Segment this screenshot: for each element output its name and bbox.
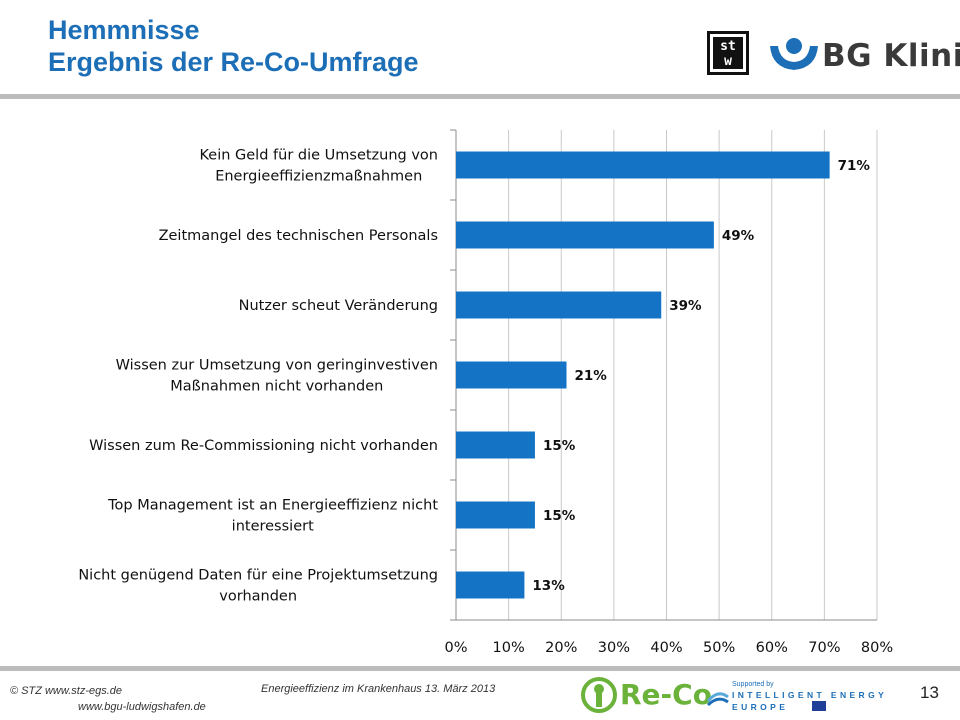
category-label: Wissen zur Umsetzung von geringinvestive… [116,358,438,374]
footer-urls: © STZ www.stz-egs.de www.bgu-ludwigshafe… [10,683,206,715]
bar-chart: 0% 10% 20% 30% 40% 50% 60% 70% 80% 71% Kein Geld f… [78,129,893,656]
header-divider [0,94,960,99]
x-tick-label: 70% [808,640,840,656]
title-line-2: Ergebnis der Re-Co-Umfrage [48,47,419,77]
category-label: Nicht genügend Daten für eine Projektums… [78,568,438,584]
reco-emblem-icon [581,677,617,713]
footer-divider [0,666,960,671]
x-tick-label: 10% [493,640,525,656]
category-label: Kein Geld für die Umsetzung von [199,148,438,164]
bar [456,361,567,389]
x-tick-label: 0% [444,640,467,656]
iee-line-1: INTELLIGENT ENERGY [732,690,888,700]
eu-flag-icon [812,701,826,711]
x-tick-label: 80% [861,640,893,656]
stw-logo: st w [707,31,749,75]
bg-klinik-logo: BG Klinik [768,34,960,74]
page-number: 13 [920,683,939,702]
data-label: 39% [669,298,702,314]
reco-logo: Re-Co [580,676,712,716]
bar [456,501,535,529]
x-tick-label: 40% [650,640,682,656]
category-label: Top Management ist an Energieeffizienz n… [107,498,438,514]
iee-supported-by: Supported by [732,681,774,688]
data-label: 21% [575,368,608,384]
footer-event: Energieeffizienz im Krankenhaus 13. März… [261,683,496,695]
footer-url-bgu: www.bgu-ludwigshafen.de [78,701,206,713]
chart-area: 0% 10% 20% 30% 40% 50% 60% 70% 80% 71% Kein Geld f… [0,110,960,670]
data-label: 49% [722,228,755,244]
iee-swirl-icon [706,692,729,707]
category-label: Maßnahmen nicht vorhanden [170,379,383,395]
data-label: 15% [543,438,576,454]
data-label: 71% [838,158,871,174]
bar [456,151,830,179]
category-label: interessiert [232,519,314,535]
category-label: Zeitmangel des technischen Personals [159,228,438,244]
x-tick-label: 30% [598,640,630,656]
intelligent-energy-europe-logo: Supported by INTELLIGENT ENERGY EUROPE [706,681,906,713]
iee-line-2: EUROPE [732,702,789,712]
category-label: vorhanden [219,589,297,605]
category-label: Nutzer scheut Veränderung [239,298,438,314]
category-label: Energieeffizienzmaßnahmen [215,169,422,185]
bar [456,221,714,249]
x-tick-label: 20% [545,640,577,656]
bar [456,571,525,599]
data-label: 15% [543,508,576,524]
data-label: 13% [532,578,565,594]
category-label: Wissen zum Re-Commissioning nicht vorhan… [89,438,438,454]
bg-klinik-emblem-icon [770,38,818,70]
stw-logo-text: st w [713,37,743,69]
slide-title: Hemmnisse Ergebnis der Re-Co-Umfrage [48,14,419,78]
x-tick-label: 60% [756,640,788,656]
reco-wordmark: Re-Co [620,678,712,711]
x-tick-label: 50% [703,640,735,656]
footer-url-stz: © STZ www.stz-egs.de [10,685,123,697]
title-line-1: Hemmnisse [48,15,200,45]
bar [456,291,662,319]
bg-klinik-wordmark: BG Klinik [822,38,960,74]
bar [456,431,535,459]
